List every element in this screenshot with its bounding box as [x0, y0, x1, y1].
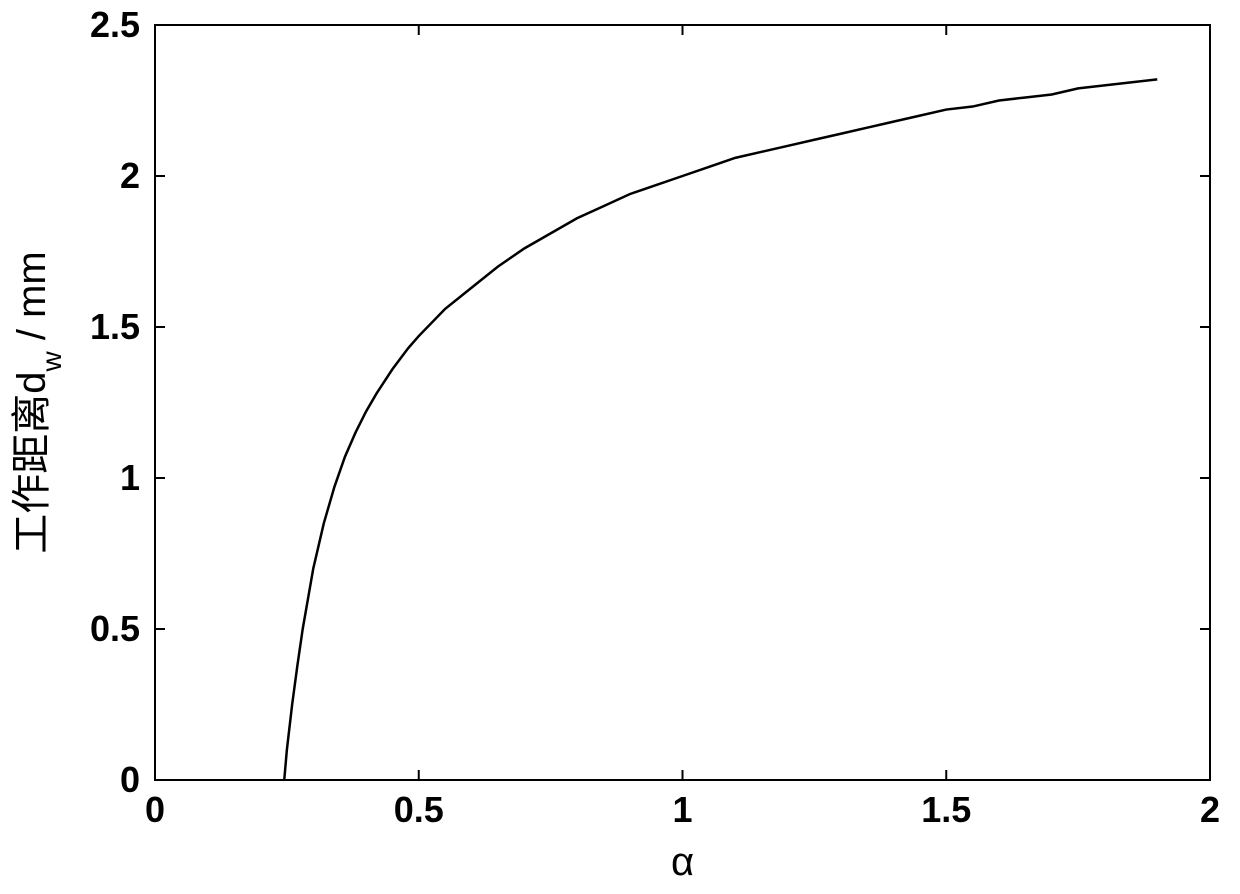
y-tick-label: 1.5: [90, 306, 140, 347]
x-tick-label: 0: [145, 789, 165, 830]
y-tick-label: 2: [120, 155, 140, 196]
plot-border: [155, 25, 1210, 780]
x-tick-label: 0.5: [394, 789, 444, 830]
y-tick-label: 0: [120, 759, 140, 800]
chart-svg: 0 0.5 1 1.5 2 0 0.5 1 1.5 2 2.5 α 工作距离dw / mm: [0, 0, 1240, 894]
data-curve: [284, 79, 1157, 780]
x-tick-label: 2: [1200, 789, 1220, 830]
x-tick-label: 1: [672, 789, 692, 830]
y-tick-label: 0.5: [90, 608, 140, 649]
x-tick-label: 1.5: [921, 789, 971, 830]
y-axis-label: 工作距离dw / mm: [10, 251, 67, 553]
y-tick-label: 2.5: [90, 4, 140, 45]
y-tick-label: 1: [120, 457, 140, 498]
chart-container: 0 0.5 1 1.5 2 0 0.5 1 1.5 2 2.5 α 工作距离dw / mm: [0, 0, 1240, 894]
x-axis-label: α: [671, 840, 694, 884]
